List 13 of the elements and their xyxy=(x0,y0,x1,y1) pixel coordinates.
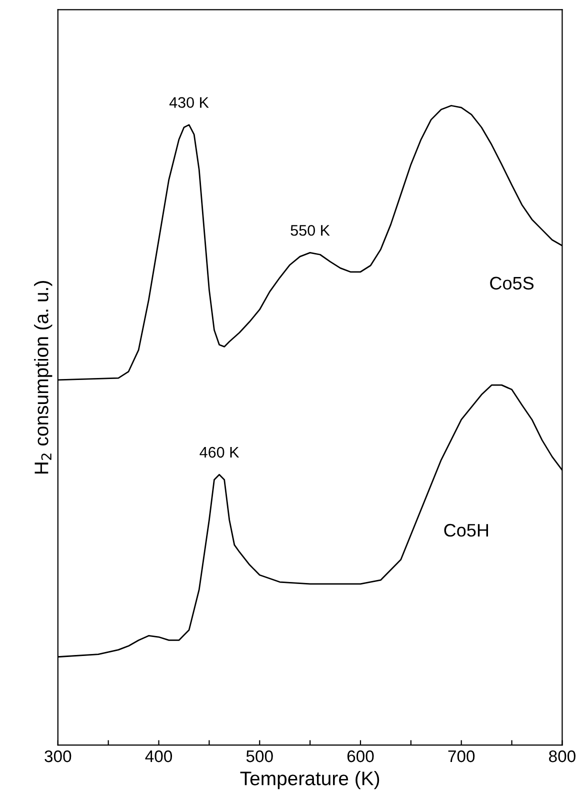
x-tick-label: 400 xyxy=(145,750,172,762)
annotation: 460 K xyxy=(200,446,240,458)
y-axis-title: H$_{2}$ consumption (a. u.) xyxy=(34,281,52,474)
series-label: Co5H xyxy=(444,524,488,537)
x-tick-label: 800 xyxy=(549,750,576,762)
annotation: 550 K xyxy=(290,224,330,236)
annotation: 430 K xyxy=(169,97,209,108)
x-tick-label: 600 xyxy=(347,750,374,762)
x-tick-label: 700 xyxy=(448,750,475,762)
x-tick-label: 500 xyxy=(246,750,273,762)
x-tick-label: 300 xyxy=(44,750,72,762)
x-axis-title: Temperature (K) xyxy=(240,771,380,790)
text: Co5S xyxy=(490,276,534,290)
